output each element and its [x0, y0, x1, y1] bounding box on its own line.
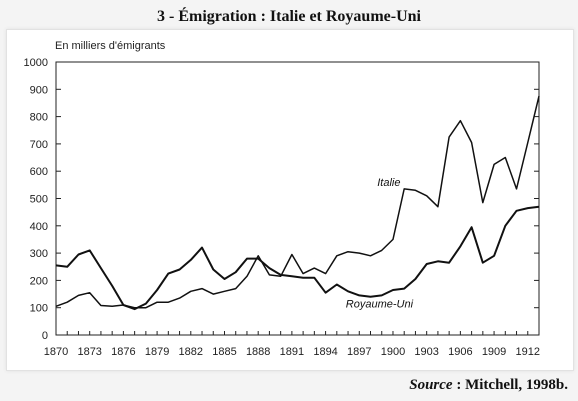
y-tick-label: 600: [30, 166, 48, 178]
y-tick-label: 700: [30, 139, 48, 151]
y-tick-label: 400: [30, 221, 48, 233]
source-label: Source: [409, 377, 453, 393]
y-tick-label: 1000: [24, 57, 48, 69]
x-tick-label: 1894: [313, 346, 337, 358]
y-tick-label: 300: [30, 248, 48, 260]
x-tick-label: 1900: [381, 346, 405, 358]
axes: [55, 61, 540, 336]
line-chart: En milliers d'émigrants 0 100 200 300 400 500…: [24, 40, 540, 358]
x-tick-label: 1870: [44, 346, 68, 358]
x-tick-label: 1888: [246, 346, 270, 358]
x-tick-label: 1909: [482, 346, 506, 358]
series-label-royaume-uni: Royaume-Uni: [346, 299, 414, 311]
y-tick-label: 100: [30, 303, 48, 315]
y-axis-label: En milliers d'émigrants: [55, 40, 166, 52]
x-tick-label: 1876: [111, 346, 135, 358]
plot-border: [55, 61, 540, 336]
source-separator: :: [452, 377, 466, 393]
y-ticks: 0 100 200 300 400 500 600 700 800 900 1000: [24, 57, 539, 342]
x-ticks: 1870 1873 1876 1879 1882 1885 1888 1891 1894 1897…: [44, 331, 540, 358]
y-tick-label: 500: [30, 194, 48, 206]
series-label-italie: Italie: [377, 177, 400, 189]
chart-title: 3 - Émigration : Italie et Royaume-Uni: [157, 8, 421, 25]
x-tick-label: 1906: [448, 346, 472, 358]
source-note: Source : Mitchell, 1998b.: [409, 377, 568, 394]
source-text: Mitchell, 1998b.: [465, 377, 568, 393]
y-tick-label: 200: [30, 275, 48, 287]
x-tick-label: 1882: [179, 346, 203, 358]
series-lines: [55, 95, 540, 311]
x-tick-label: 1912: [516, 346, 540, 358]
x-tick-label: 1897: [347, 346, 371, 358]
chart-frame: En milliers d'émigrants 0 100 200 300 400 500…: [6, 29, 574, 371]
y-tick-label: 900: [30, 84, 48, 96]
series-line-royaume-uni: [55, 205, 540, 311]
y-tick-label: 800: [30, 112, 48, 124]
x-tick-label: 1879: [145, 346, 169, 358]
series-labels: Italie Royaume-Uni: [346, 177, 414, 310]
x-tick-label: 1885: [212, 346, 236, 358]
x-tick-label: 1903: [414, 346, 438, 358]
x-tick-label: 1891: [280, 346, 304, 358]
series-line-italie: [55, 95, 540, 309]
y-tick-label: 0: [42, 330, 48, 342]
x-tick-label: 1873: [77, 346, 101, 358]
